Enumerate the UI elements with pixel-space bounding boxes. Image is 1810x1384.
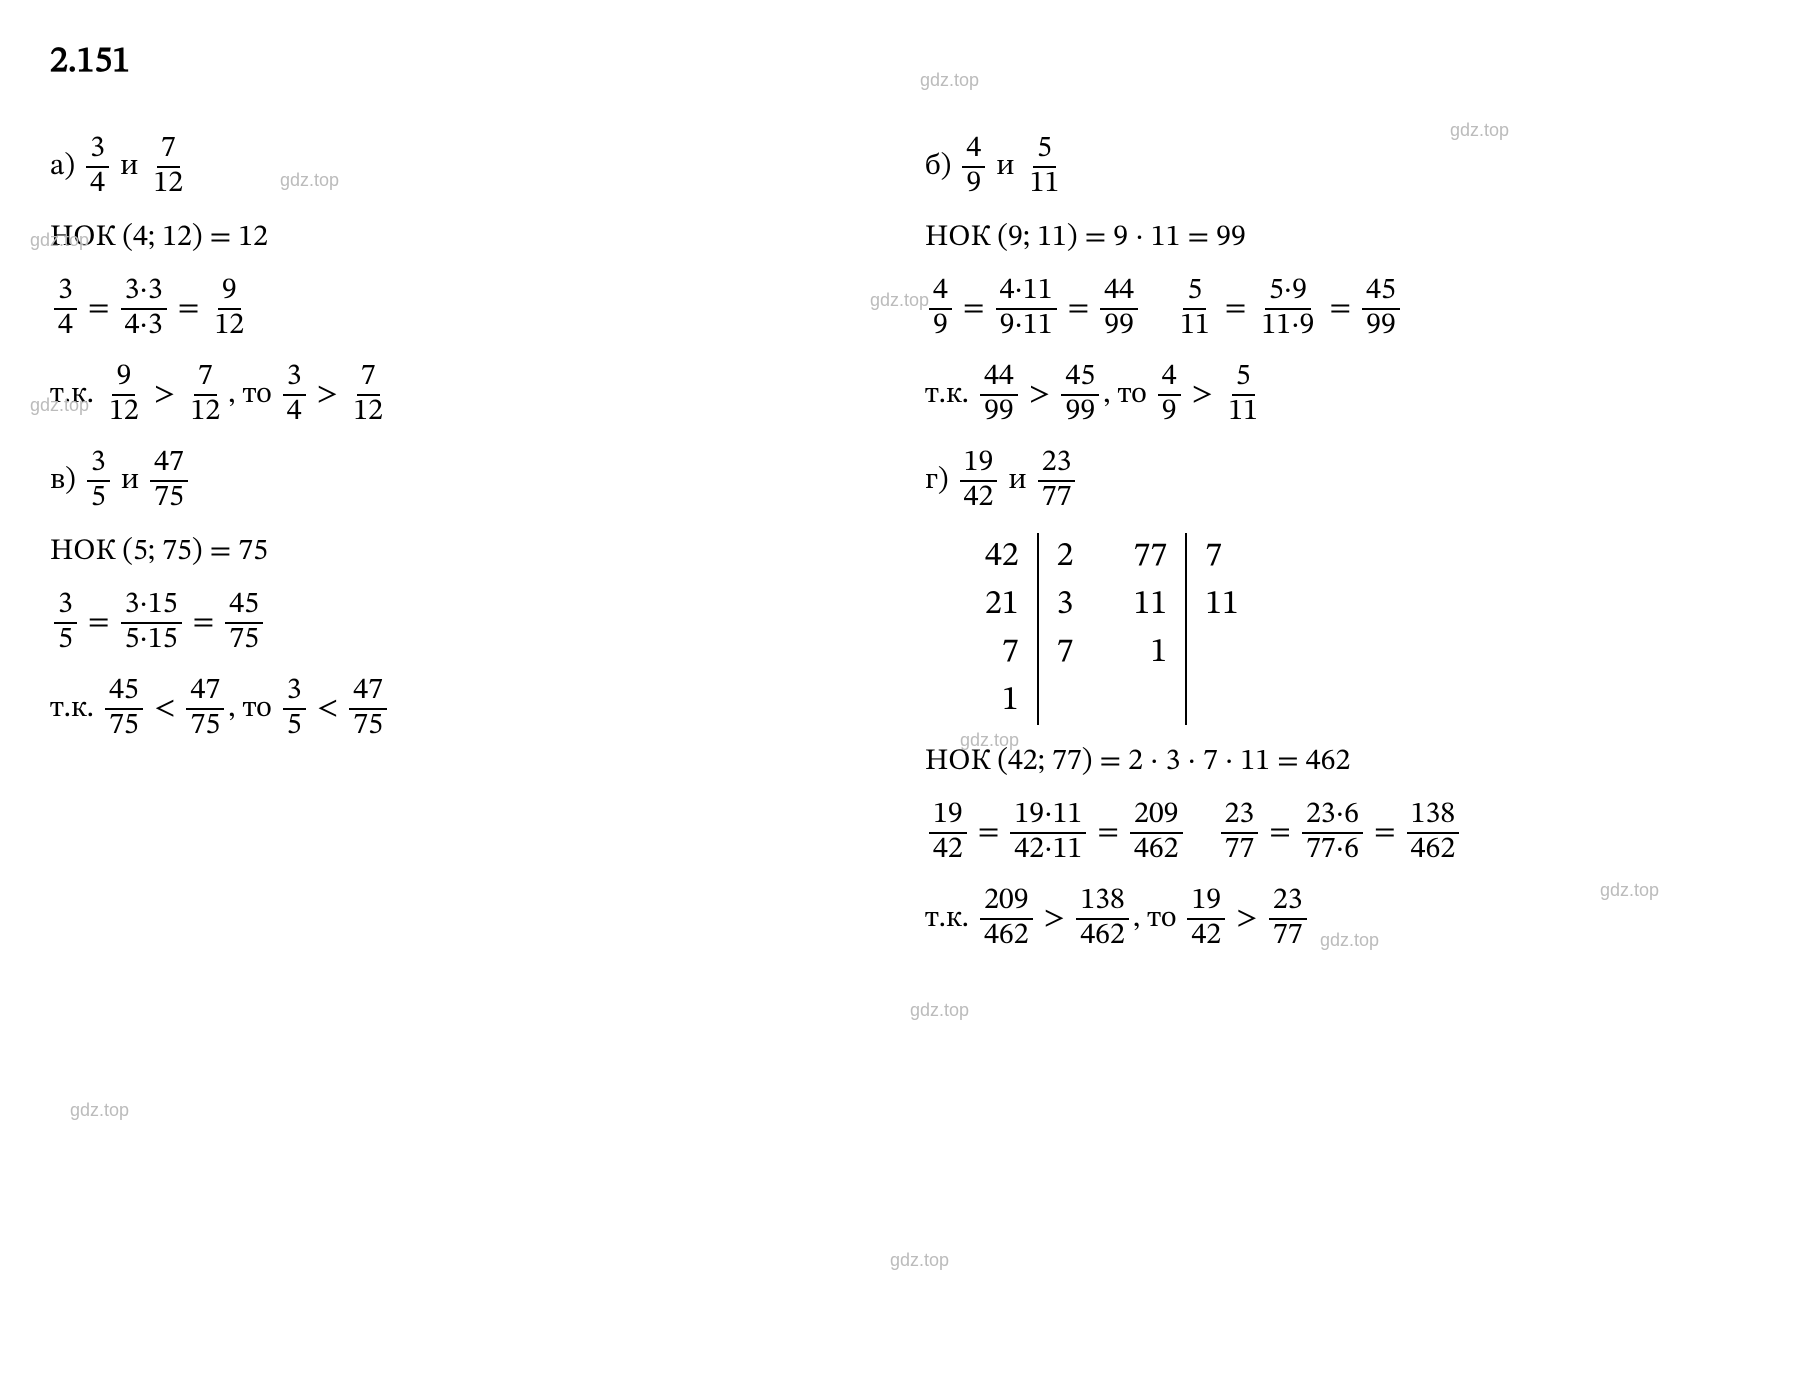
- part-g-nok: НОК (42; 77) = 2 · 3 · 7 · 11 = 462: [925, 743, 1760, 781]
- fraction: 7 12: [186, 361, 224, 429]
- fraction: 45 99: [1362, 275, 1400, 343]
- watermark: gdz.top: [920, 70, 979, 91]
- part-b-label: б): [925, 148, 958, 186]
- factor-77-right: 7 11: [1185, 533, 1239, 725]
- part-b-convert: 4 9 = 4·11 9·11 = 44 99 5 11 = 5·9 11·9: [925, 275, 1760, 343]
- factorizations: 42 21 7 1 2 3 7 77 11 1: [985, 533, 1760, 725]
- fraction: 19·11 42·11: [1010, 799, 1086, 867]
- watermark: gdz.top: [910, 1000, 969, 1021]
- fraction: 3·3 4·3: [121, 275, 167, 343]
- watermark: gdz.top: [1320, 930, 1379, 951]
- fraction: 23 77: [1221, 799, 1259, 867]
- fraction: 209 462: [980, 885, 1033, 953]
- fraction: 138 462: [1407, 799, 1460, 867]
- fraction: 44 99: [1100, 275, 1138, 343]
- factor-42: 42 21 7 1 2 3 7: [985, 533, 1074, 725]
- watermark: gdz.top: [1600, 880, 1659, 901]
- fraction: 23 77: [1269, 885, 1307, 953]
- part-g-statement: г) 19 42 и 23 77: [925, 447, 1760, 515]
- factor-42-right: 2 3 7: [1037, 533, 1074, 725]
- part-g-convert: 19 42 = 19·11 42·11 = 209 462 23 77 = 23…: [925, 799, 1760, 867]
- fraction: 47 75: [150, 447, 188, 515]
- watermark: gdz.top: [30, 230, 89, 251]
- factor-77: 77 11 1 7 11: [1134, 533, 1239, 725]
- watermark: gdz.top: [280, 170, 339, 191]
- text-and: и: [113, 148, 145, 186]
- fraction: 9 12: [210, 275, 248, 343]
- part-v-statement: в) 3 5 и 47 75: [50, 447, 885, 515]
- fraction: 47 75: [186, 675, 224, 743]
- watermark: gdz.top: [960, 730, 1019, 751]
- part-v-nok: НОК (5; 75) = 75: [50, 533, 885, 571]
- fraction: 5 11: [1176, 275, 1214, 343]
- part-a-conclusion: т.к. 9 12 > 7 12 , то 3 4 > 7 12: [50, 361, 885, 429]
- factor-77-left: 77 11 1: [1134, 533, 1186, 725]
- part-a-label: а): [50, 148, 82, 186]
- part-v-convert: 3 5 = 3·15 5·15 = 45 75: [50, 589, 885, 657]
- fraction: 3 5: [283, 675, 306, 743]
- fraction: 45 75: [225, 589, 263, 657]
- watermark: gdz.top: [1450, 120, 1509, 141]
- fraction: 3 5: [87, 447, 110, 515]
- fraction: 4 9: [962, 133, 985, 201]
- fraction: 3 4: [283, 361, 306, 429]
- fraction: 4 9: [929, 275, 952, 343]
- watermark: gdz.top: [890, 1250, 949, 1271]
- part-g-label: г): [925, 462, 956, 500]
- fraction: 19 42: [960, 447, 998, 515]
- right-column: б) 4 9 и 5 11 НОК (9; 11) = 9 · 11 = 99 …: [925, 115, 1760, 971]
- fraction: 19 42: [929, 799, 967, 867]
- fraction: 5 11: [1026, 133, 1064, 201]
- fraction: 4·11 9·11: [996, 275, 1057, 343]
- part-v-label: в): [50, 462, 83, 500]
- fraction: 3·15 5·15: [121, 589, 182, 657]
- part-b-conclusion: т.к. 44 99 > 45 99 , то 4 9 > 5 11: [925, 361, 1760, 429]
- fraction: 47 75: [349, 675, 387, 743]
- part-a-statement: а) 3 4 и 7 12: [50, 133, 885, 201]
- fraction: 209 462: [1130, 799, 1183, 867]
- fraction: 3 4: [54, 275, 77, 343]
- content-columns: а) 3 4 и 7 12 НОК (4; 12) = 12 3 4 = 3·3…: [50, 115, 1760, 971]
- fraction: 3 5: [54, 589, 77, 657]
- fraction: 44 99: [980, 361, 1018, 429]
- fraction: 9 12: [105, 361, 143, 429]
- fraction: 19 42: [1187, 885, 1225, 953]
- part-a-nok: НОК (4; 12) = 12: [50, 219, 885, 257]
- watermark: gdz.top: [30, 395, 89, 416]
- fraction: 23 77: [1038, 447, 1076, 515]
- watermark: gdz.top: [870, 290, 929, 311]
- fraction: 3 4: [86, 133, 109, 201]
- part-b-nok: НОК (9; 11) = 9 · 11 = 99: [925, 219, 1760, 257]
- watermark: gdz.top: [70, 1100, 129, 1121]
- part-a-convert: 3 4 = 3·3 4·3 = 9 12: [50, 275, 885, 343]
- fraction: 7 12: [349, 361, 387, 429]
- part-b-statement: б) 4 9 и 5 11: [925, 133, 1760, 201]
- fraction: 5·9 11·9: [1257, 275, 1318, 343]
- fraction: 45 75: [105, 675, 143, 743]
- fraction: 23·6 77·6: [1302, 799, 1363, 867]
- problem-number: 2.151: [50, 40, 1760, 85]
- fraction: 138 462: [1076, 885, 1129, 953]
- factor-42-left: 42 21 7 1: [985, 533, 1037, 725]
- fraction: 5 11: [1224, 361, 1262, 429]
- part-v-conclusion: т.к. 45 75 < 47 75 , то 3 5 < 47 75: [50, 675, 885, 743]
- fraction: 4 9: [1158, 361, 1181, 429]
- fraction: 7 12: [149, 133, 187, 201]
- left-column: а) 3 4 и 7 12 НОК (4; 12) = 12 3 4 = 3·3…: [50, 115, 885, 971]
- fraction: 45 99: [1061, 361, 1099, 429]
